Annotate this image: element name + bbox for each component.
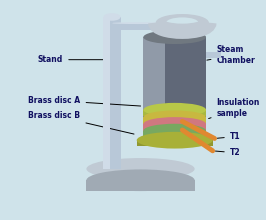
Text: Brass disc B: Brass disc B <box>28 111 134 134</box>
Ellipse shape <box>143 110 206 124</box>
Text: Steam
Chamber: Steam Chamber <box>207 45 255 65</box>
Text: T2: T2 <box>215 148 240 157</box>
Ellipse shape <box>86 169 195 191</box>
Polygon shape <box>143 117 206 124</box>
Polygon shape <box>86 180 195 191</box>
Text: T1: T1 <box>217 132 240 141</box>
Text: Stand: Stand <box>38 55 109 64</box>
Polygon shape <box>143 37 206 117</box>
Polygon shape <box>143 110 206 116</box>
Ellipse shape <box>166 17 198 28</box>
Ellipse shape <box>137 132 213 148</box>
Ellipse shape <box>112 22 164 24</box>
Ellipse shape <box>143 103 206 117</box>
Ellipse shape <box>86 158 195 180</box>
Polygon shape <box>143 37 165 117</box>
Polygon shape <box>103 17 110 169</box>
Polygon shape <box>103 17 120 169</box>
Text: Insulation
sample: Insulation sample <box>209 98 260 119</box>
Ellipse shape <box>143 110 206 124</box>
Ellipse shape <box>143 124 206 138</box>
Polygon shape <box>143 124 206 131</box>
Polygon shape <box>137 140 213 146</box>
Polygon shape <box>206 52 221 58</box>
Polygon shape <box>112 23 164 30</box>
Ellipse shape <box>143 117 206 131</box>
Ellipse shape <box>103 13 120 21</box>
Polygon shape <box>143 131 206 137</box>
Ellipse shape <box>143 30 206 44</box>
Ellipse shape <box>156 14 209 31</box>
Text: Brass disc A: Brass disc A <box>28 96 141 106</box>
